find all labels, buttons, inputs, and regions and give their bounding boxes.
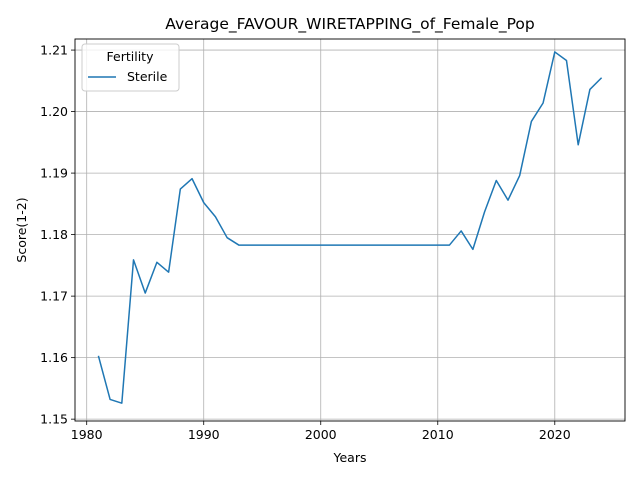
- legend-title: Fertility: [107, 49, 155, 64]
- legend-label-sterile: Sterile: [127, 69, 168, 84]
- x-axis-label: Years: [333, 450, 367, 465]
- y-tick-label: 1.20: [40, 104, 68, 119]
- y-tick-label: 1.18: [40, 227, 68, 242]
- y-tick-label: 1.16: [40, 350, 68, 365]
- y-tick-label: 1.21: [40, 43, 68, 58]
- y-tick-label: 1.15: [40, 412, 68, 427]
- legend-box: [81, 43, 180, 92]
- x-tick-label: 1990: [188, 427, 220, 442]
- x-tick-label: 1980: [71, 427, 103, 442]
- y-tick-label: 1.17: [40, 289, 68, 304]
- y-tick-label: 1.19: [40, 166, 68, 181]
- series-layer: [97, 51, 603, 404]
- y-axis-label: Score(1-2): [14, 197, 29, 262]
- legend: Fertility Sterile: [81, 43, 180, 92]
- plot-frame: [74, 38, 626, 422]
- ticks: 1980 1990 2000 2010 2020 1.15 1.16 1.17 1.18 1.19…: [40, 43, 571, 442]
- grid: [75, 39, 625, 421]
- chart-title: Average_FAVOUR_WIRETAPPING_of_Female_Pop: [165, 15, 534, 34]
- x-tick-label: 2020: [539, 427, 571, 442]
- x-tick-label: 2010: [422, 427, 454, 442]
- x-tick-label: 2000: [305, 427, 337, 442]
- series-line-sterile: [97, 51, 603, 404]
